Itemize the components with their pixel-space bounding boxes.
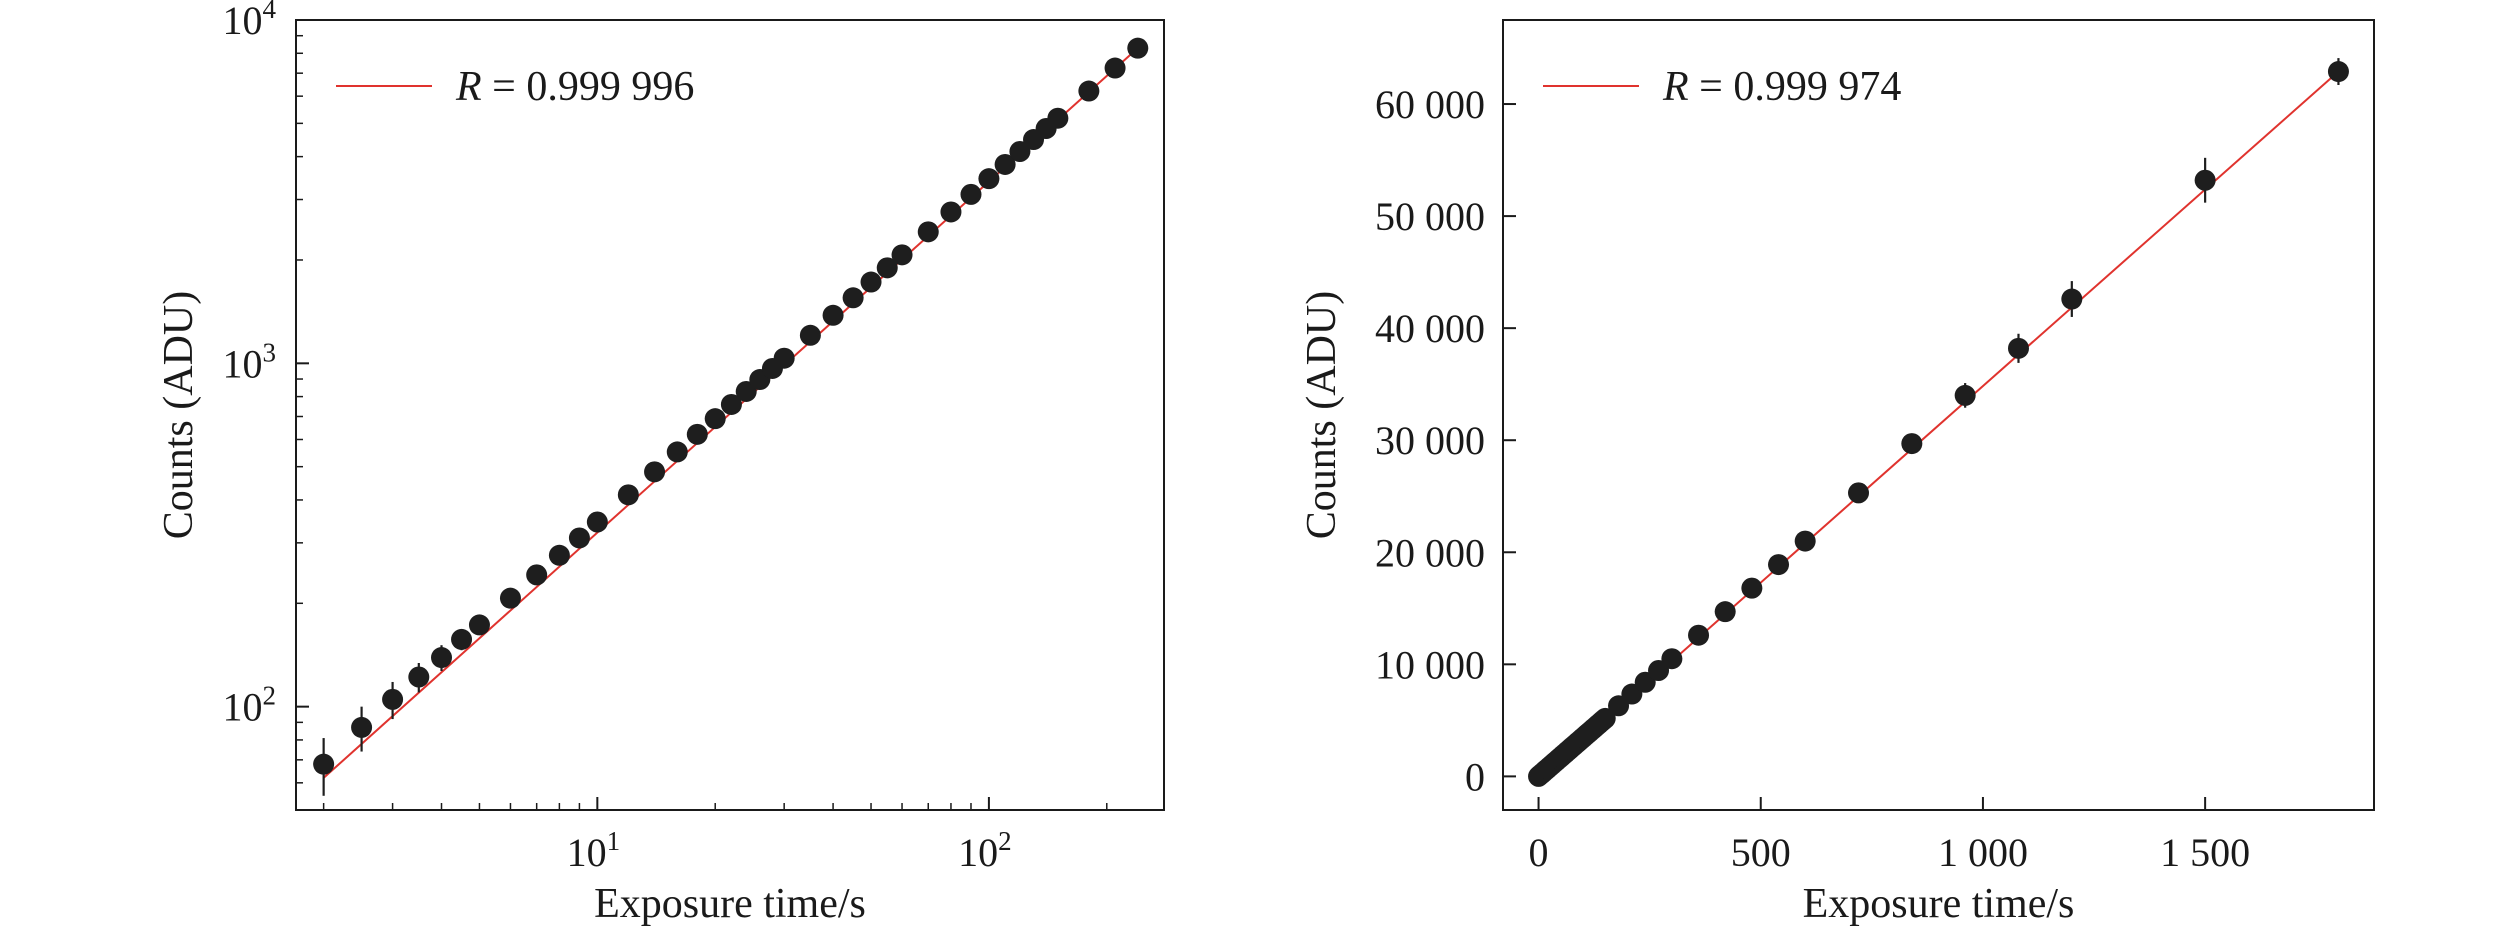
data-point: [1661, 648, 1683, 670]
data-point: [720, 393, 742, 415]
data-point: [1078, 80, 1100, 102]
y-tick-label: 20 000: [1375, 530, 1485, 575]
data-point: [978, 168, 1000, 190]
data-point: [468, 614, 490, 636]
y-axis-title: Counts (ADU): [1299, 291, 1345, 540]
x-tick-label: 500: [1731, 830, 1791, 875]
y-tick-label: 10 000: [1375, 642, 1485, 687]
data-point: [842, 287, 864, 309]
data-point: [876, 257, 898, 279]
data-point: [1688, 624, 1710, 646]
data-point: [526, 564, 548, 586]
x-tick-label: 101: [567, 826, 621, 875]
plot-frame: [1502, 19, 2375, 811]
y-tick-label-exponent: 3: [263, 337, 277, 367]
data-point: [1127, 37, 1149, 59]
legend-label: R = 0.999 996: [455, 64, 694, 110]
data-point: [799, 324, 821, 346]
data-point: [704, 408, 726, 430]
legend-label: R = 0.999 974: [1662, 64, 1901, 110]
x-tick-label-base: 10: [567, 830, 607, 875]
y-tick-label-exponent: 2: [263, 681, 277, 711]
x-tick-label-exponent: 2: [998, 826, 1012, 856]
x-axis-title: Exposure time/s: [1803, 881, 2075, 927]
data-point: [1848, 482, 1870, 504]
data-point: [891, 244, 913, 266]
data-point: [408, 666, 430, 688]
y-tick-label: 103: [223, 337, 277, 386]
data-point: [431, 647, 453, 669]
data-point: [773, 347, 795, 369]
legend-label-r: R: [455, 64, 482, 110]
data-point: [586, 511, 608, 533]
data-point: [917, 221, 939, 243]
data-point: [2194, 169, 2216, 191]
x-tick-label: 1 500: [2160, 830, 2250, 875]
data-point: [1594, 707, 1616, 729]
y-tick-label-exponent: 4: [263, 0, 277, 24]
data-point: [994, 153, 1016, 175]
data-point: [568, 527, 590, 549]
data-point: [1009, 140, 1031, 162]
data-point: [1794, 530, 1816, 552]
data-point: [1901, 433, 1923, 455]
y-tick-label-base: 10: [223, 685, 263, 730]
data-point: [644, 461, 666, 483]
y-tick-label-base: 10: [223, 341, 263, 386]
y-tick-label: 102: [223, 681, 277, 730]
data-point: [1768, 554, 1790, 576]
y-tick-label: 30 000: [1375, 418, 1485, 463]
y-tick-label: 50 000: [1375, 194, 1485, 239]
y-axis-title: Counts (ADU): [156, 291, 202, 540]
data-point: [960, 183, 982, 205]
data-point: [2327, 61, 2349, 83]
y-tick-label: 40 000: [1375, 306, 1485, 351]
data-point: [2061, 288, 2083, 310]
legend-label-value: = 0.999 996: [482, 64, 695, 110]
data-point: [735, 380, 757, 402]
right-linear-chart: 0 500 1 000 1 500 0 10 000 20 000 30 000 40 000 5…: [1299, 19, 2375, 927]
data-point: [451, 628, 473, 650]
data-point: [860, 271, 882, 293]
data-point: [822, 304, 844, 326]
data-point: [351, 716, 373, 738]
data-point: [382, 688, 404, 710]
data-point: [686, 423, 708, 445]
data-point: [940, 201, 962, 223]
data-point: [1714, 601, 1736, 623]
y-tick-label: 0: [1465, 754, 1485, 799]
x-tick-label: 102: [958, 826, 1012, 875]
data-point: [313, 753, 335, 775]
legend-label-value: = 0.999 974: [1689, 64, 1902, 110]
data-point: [1104, 57, 1126, 79]
x-tick-label: 0: [1529, 830, 1549, 875]
data-point: [548, 544, 570, 566]
data-point: [2007, 337, 2029, 359]
data-point: [666, 441, 688, 463]
y-tick-label: 104: [223, 0, 277, 43]
y-tick-label-base: 10: [223, 0, 263, 43]
x-tick-label: 1 000: [1938, 830, 2028, 875]
data-point: [617, 484, 639, 506]
x-axis-title: Exposure time/s: [594, 881, 866, 927]
legend-label-r: R: [1662, 64, 1689, 110]
x-tick-label-base: 10: [958, 830, 998, 875]
y-tick-label: 60 000: [1375, 82, 1485, 127]
data-point: [499, 587, 521, 609]
data-point: [1741, 577, 1763, 599]
x-tick-label-exponent: 1: [607, 826, 621, 856]
data-point: [1954, 384, 1976, 406]
plot-frame: [295, 19, 1165, 811]
data-point: [1047, 107, 1069, 129]
